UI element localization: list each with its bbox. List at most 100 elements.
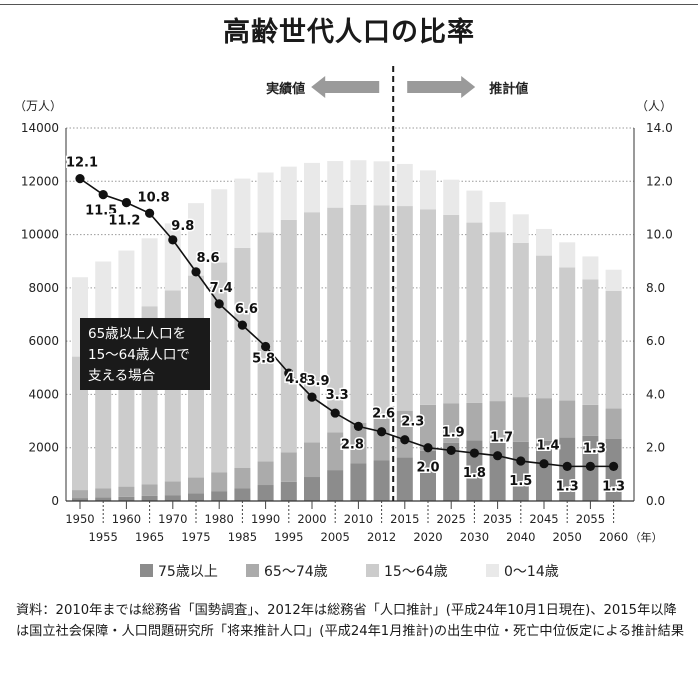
bar-segment xyxy=(559,400,576,438)
bar-segment xyxy=(443,214,460,404)
bar-segment xyxy=(327,207,344,433)
bar-segment xyxy=(582,279,599,405)
ratio-data-label: 3.9 xyxy=(306,374,329,389)
y-right-tick-label: 14.0 xyxy=(646,121,673,135)
bar-segment xyxy=(396,457,413,501)
x-tick-label: 2050 xyxy=(553,530,582,544)
bar-segment xyxy=(304,212,320,443)
ratio-data-label: 4.8 xyxy=(285,372,308,387)
x-tick-label: 1980 xyxy=(205,512,234,526)
y-left-tick-label: 2000 xyxy=(28,441,59,455)
x-tick-label: 1975 xyxy=(181,530,210,544)
bar-segment xyxy=(512,242,529,398)
bar-segment xyxy=(234,467,251,489)
y-right-tick-label: 4.0 xyxy=(646,387,665,401)
ratio-point xyxy=(284,368,294,378)
ratio-data-label: 1.9 xyxy=(442,425,465,440)
bar-segment xyxy=(420,450,436,501)
bar-segment xyxy=(536,228,552,256)
bar-segment xyxy=(466,402,483,441)
ratio-data-label: 9.8 xyxy=(171,219,194,234)
y-left-unit: （万人） xyxy=(14,99,62,113)
ratio-point xyxy=(377,427,387,437)
x-tick-label: 2025 xyxy=(437,512,466,526)
ratio-point xyxy=(75,174,85,184)
left-arrow-icon xyxy=(311,76,380,98)
y-right-tick-label: 0.0 xyxy=(646,494,665,508)
annotation-text: 支える場合 xyxy=(88,368,156,384)
ratio-point xyxy=(237,320,247,330)
bar-segment xyxy=(536,440,552,501)
bar-segment xyxy=(257,485,274,501)
bar-segment xyxy=(350,463,367,501)
x-tick-label: 2020 xyxy=(413,530,442,544)
annotation-text: 65歳以上人口を xyxy=(88,326,186,342)
bar-segment xyxy=(420,209,436,405)
bar-segment xyxy=(443,179,460,215)
bar-segment xyxy=(327,161,344,208)
right-arrow-icon xyxy=(407,76,476,98)
bar-segment xyxy=(257,172,274,233)
ratio-data-label: 10.8 xyxy=(138,190,170,205)
bar-segment xyxy=(118,486,135,497)
y-left-tick-label: 0 xyxy=(51,494,59,508)
x-tick-label: 2055 xyxy=(576,512,605,526)
y-left-tick-label: 12000 xyxy=(21,174,59,188)
x-tick-label: 2000 xyxy=(297,512,326,526)
bar-segment xyxy=(443,403,460,443)
bar-segment xyxy=(605,408,622,439)
y-right-tick-label: 6.0 xyxy=(646,334,665,348)
bar-segment xyxy=(605,269,622,291)
bar-segment xyxy=(489,441,506,501)
ratio-data-label: 5.8 xyxy=(252,351,275,366)
ratio-point xyxy=(98,190,108,200)
bar-segment xyxy=(304,442,320,478)
x-tick-label: 2015 xyxy=(390,512,419,526)
x-tick-label: 2045 xyxy=(529,512,558,526)
source-note: 資料：2010年までは総務省「国勢調査」、2012年は総務省「人口推計」(平成2… xyxy=(16,603,685,639)
ratio-data-label: 1.3 xyxy=(583,441,606,456)
bar-segment xyxy=(396,206,413,411)
ratio-data-label: 1.3 xyxy=(556,479,579,494)
ratio-data-label: 2.6 xyxy=(372,407,395,422)
bar-segment xyxy=(420,404,436,451)
ratio-data-label: 6.6 xyxy=(235,302,258,317)
ratio-data-label: 8.6 xyxy=(196,251,219,266)
y-left-tick-label: 14000 xyxy=(21,121,59,135)
bar-segment xyxy=(582,256,599,280)
bar-segment xyxy=(536,255,552,399)
bar-segment xyxy=(118,250,135,326)
bar-segment xyxy=(188,203,204,276)
annotation-text: 15〜64歳人口で xyxy=(88,347,190,363)
x-tick-label: 1965 xyxy=(135,530,164,544)
projection-label: 推計値 xyxy=(489,81,528,97)
y-left-tick-label: 6000 xyxy=(28,334,59,348)
bar-segment xyxy=(350,160,367,205)
bar-segment xyxy=(396,410,413,458)
ratio-point xyxy=(353,421,363,431)
ratio-point xyxy=(307,392,317,402)
x-tick-label: 1985 xyxy=(228,530,257,544)
x-tick-label: 1950 xyxy=(65,512,94,526)
ratio-point xyxy=(539,459,549,469)
ratio-data-label: 3.3 xyxy=(326,388,349,403)
bar-segment xyxy=(141,495,158,501)
bar-segment xyxy=(164,495,181,501)
x-tick-label: 1960 xyxy=(112,512,141,526)
bar-segment xyxy=(559,242,576,268)
bar-segment xyxy=(280,481,297,501)
ratio-data-label: 11.5 xyxy=(85,204,117,219)
x-tick-label: 2012 xyxy=(367,530,396,544)
ratio-point xyxy=(609,461,619,471)
legend-label: 75歳以上 xyxy=(158,564,218,580)
bar-segment xyxy=(211,491,228,501)
bar-segment xyxy=(536,398,552,441)
ratio-data-label: 2.8 xyxy=(341,437,364,452)
bar-segment xyxy=(489,202,506,233)
bar-segment xyxy=(489,232,506,402)
bar-segment xyxy=(280,219,297,453)
bar-segment xyxy=(304,477,320,501)
x-tick-label: 2005 xyxy=(321,530,350,544)
bar-segment xyxy=(443,442,460,501)
bar-segment xyxy=(211,472,228,492)
